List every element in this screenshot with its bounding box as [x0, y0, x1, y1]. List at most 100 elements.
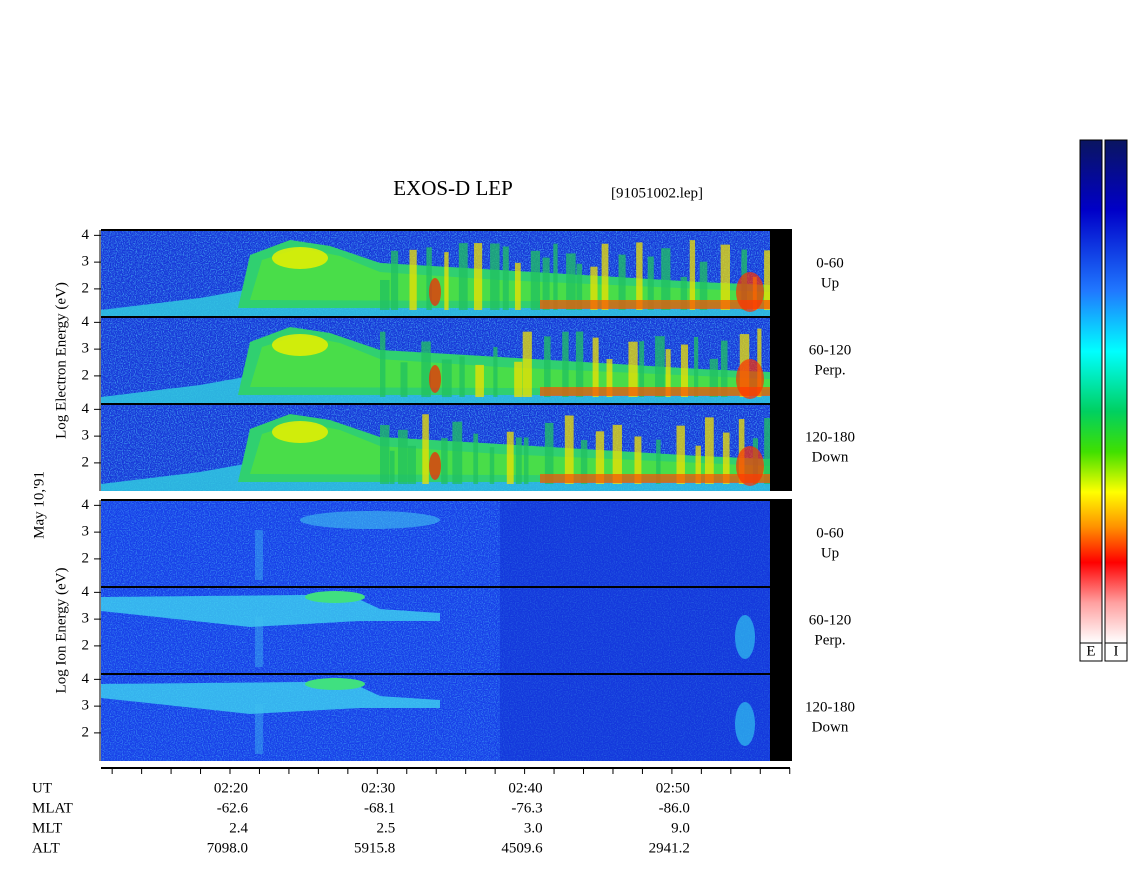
y-tick-label: 3: [82, 341, 90, 357]
spectrum-spike: [704, 417, 714, 484]
spectrum-spike: [380, 331, 386, 397]
panel-angle: 120-180: [805, 699, 855, 715]
table-cell: 9.0: [671, 820, 690, 836]
spectrum-spike: [380, 425, 390, 484]
spectrum-blob: [305, 591, 365, 603]
y-tick-label: 4: [82, 671, 90, 687]
panel-blank: [770, 674, 792, 761]
spectrum-spike: [421, 341, 431, 397]
spectrum-peak: [272, 421, 328, 443]
spectrum-spike: [676, 425, 685, 484]
spectrum-spike: [689, 240, 696, 310]
table-cell: -76.3: [511, 800, 542, 816]
colorbar-label: I: [1114, 643, 1119, 659]
spectrum-peak: [736, 272, 764, 312]
spectrogram-panel: [101, 674, 770, 761]
spectrogram-panel: [101, 404, 774, 491]
panel-direction: Perp.: [814, 632, 845, 648]
spectrum-spike: [398, 429, 408, 484]
spectrum-peak: [272, 334, 328, 356]
spectrum-spike: [458, 243, 468, 310]
chart-title: EXOS-D LEP: [393, 176, 513, 200]
spectrum-spike: [575, 331, 584, 397]
table-cell: -68.1: [364, 800, 395, 816]
spectrum-spike: [514, 262, 521, 310]
table-cell: -62.6: [217, 800, 249, 816]
spectrum-spike: [612, 424, 622, 484]
spectrum-spike: [506, 431, 514, 484]
spectrum-spike: [655, 336, 665, 397]
y-tick-label: 4: [82, 584, 90, 600]
y-axis-label: Log Electron Energy (eV): [53, 282, 69, 439]
spectrum-spike: [661, 248, 671, 310]
spectrum-fade: [500, 500, 770, 587]
panel-blank: [770, 587, 792, 674]
table-cell: 2.5: [377, 820, 396, 836]
spectrum-spike: [566, 253, 576, 310]
table-cell: 3.0: [524, 820, 543, 836]
table-cell: 2.4: [229, 820, 248, 836]
table-cell: 5915.8: [354, 840, 395, 856]
table-cell: 02:40: [508, 780, 542, 796]
colorbar: [1104, 139, 1128, 644]
row-label: ALT: [32, 840, 60, 856]
spectrum-blob: [735, 702, 755, 746]
spectrum-peak: [736, 446, 764, 486]
y-tick-label: 2: [82, 637, 90, 653]
spectrum-spike: [722, 432, 730, 484]
spectrum-spike: [475, 364, 484, 397]
spectrum-spike: [764, 250, 772, 310]
colorbar-label-box: [1079, 642, 1103, 662]
table-cell: -86.0: [659, 800, 690, 816]
spectrum-peak: [736, 359, 764, 399]
spectrum-spike: [459, 356, 465, 397]
panel-blank: [770, 500, 792, 587]
spectrum-peak: [272, 247, 328, 269]
y-tick-label: 4: [82, 401, 90, 417]
spectrum-spike: [665, 349, 671, 397]
spectrum-low: [540, 474, 770, 483]
y-tick-label: 4: [82, 227, 90, 243]
spectrum-blob: [101, 595, 440, 627]
spectrum-spike: [553, 243, 558, 310]
spectrum-blob: [300, 511, 440, 529]
spectrogram-panel: [101, 317, 770, 404]
spectrum-fade: [500, 674, 770, 761]
spectrum-peak: [429, 452, 441, 480]
row-label: MLAT: [32, 800, 73, 816]
spectrum-spike: [636, 242, 643, 310]
spectrum-spike: [515, 437, 522, 484]
spectrum-spike: [542, 257, 550, 310]
spectrum-spike: [522, 331, 532, 397]
table-cell: 02:50: [656, 780, 690, 796]
spectrum-spike: [530, 250, 541, 310]
spectrum-spike: [590, 266, 598, 310]
y-tick-label: 3: [82, 611, 90, 627]
spectrum-spike: [699, 261, 708, 310]
spectrum-spike: [452, 421, 463, 484]
panel-blank: [770, 317, 792, 404]
spectrum-spike: [709, 358, 718, 397]
colorbar: [1079, 139, 1103, 644]
spectrum-spike: [764, 418, 774, 484]
panel-direction: Down: [812, 719, 849, 735]
spectrum-streak: [255, 530, 263, 580]
panel-direction: Up: [821, 275, 839, 291]
panel-direction: Up: [821, 545, 839, 561]
spectrum-spike: [564, 415, 574, 484]
y-tick-label: 3: [82, 524, 90, 540]
panel-blank: [770, 230, 792, 317]
spectrum-spike: [426, 247, 432, 310]
spectrum-blob: [101, 682, 440, 714]
spectrum-spike: [514, 361, 523, 397]
y-axis-label: Log Ion Energy (eV): [53, 568, 69, 694]
panel-direction: Perp.: [814, 362, 845, 378]
spectrogram-panel: [101, 587, 770, 674]
colorbar-label-box: [1104, 642, 1128, 662]
spectrum-spike: [595, 431, 605, 484]
spectrum-spike: [473, 433, 479, 484]
spectrum-spike: [634, 436, 642, 484]
spectrum-spike: [720, 340, 728, 397]
spectrum-spike: [422, 414, 429, 484]
